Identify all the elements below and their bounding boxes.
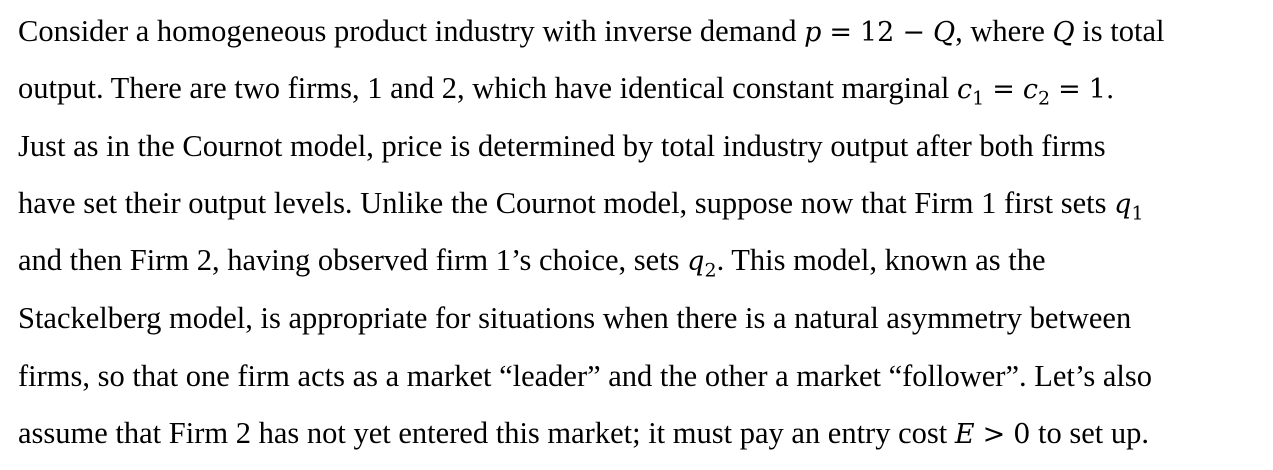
firm1-output-variable: q1 bbox=[1114, 189, 1144, 225]
line-text: assume that Firm 2 has not yet entered t… bbox=[18, 416, 955, 450]
line-text: firms, so that one firm acts as a market… bbox=[18, 359, 1152, 393]
paragraph-line-6: Stackelberg model, is appropriate for si… bbox=[18, 298, 1131, 338]
marginal-cost-equation: c1 = c2 = 1. bbox=[957, 74, 1115, 110]
paragraph-line-3: Just as in the Cournot model, price is d… bbox=[18, 126, 1106, 166]
paragraph-line-8: assume that Firm 2 has not yet entered t… bbox=[18, 413, 1149, 453]
line-text: to set up. bbox=[1030, 416, 1149, 450]
line-text: Stackelberg model, is appropriate for si… bbox=[18, 301, 1132, 335]
paragraph-line-4: have set their output levels. Unlike the… bbox=[18, 183, 1144, 223]
line-text: and then Firm 2, having observed firm 1’… bbox=[18, 243, 688, 277]
paragraph-line-7: firms, so that one firm acts as a market… bbox=[18, 356, 1152, 396]
line-text: output. There are two firms, 1 and 2, wh… bbox=[18, 71, 958, 105]
firm2-output-variable: q2 bbox=[687, 246, 717, 282]
line-text: , where bbox=[955, 14, 1053, 48]
paragraph-line-1: Consider a homogeneous product industry … bbox=[18, 11, 1164, 51]
inverse-demand-equation: p = 12− Q bbox=[804, 17, 956, 48]
line-text: Just as in the Cournot model, price is d… bbox=[18, 129, 1106, 163]
line-text: have set their output levels. Unlike the… bbox=[18, 186, 1115, 220]
paragraph-line-5: and then Firm 2, having observed firm 1’… bbox=[18, 240, 1046, 280]
entry-cost-inequality: E >0 bbox=[954, 419, 1031, 450]
paragraph-line-2: output. There are two firms, 1 and 2, wh… bbox=[18, 68, 1115, 108]
line-text: Consider a homogeneous product industry … bbox=[18, 14, 805, 48]
total-output-variable: Q bbox=[1052, 17, 1075, 48]
line-text: . This model, known as the bbox=[716, 243, 1046, 277]
line-text: is total bbox=[1074, 14, 1165, 48]
